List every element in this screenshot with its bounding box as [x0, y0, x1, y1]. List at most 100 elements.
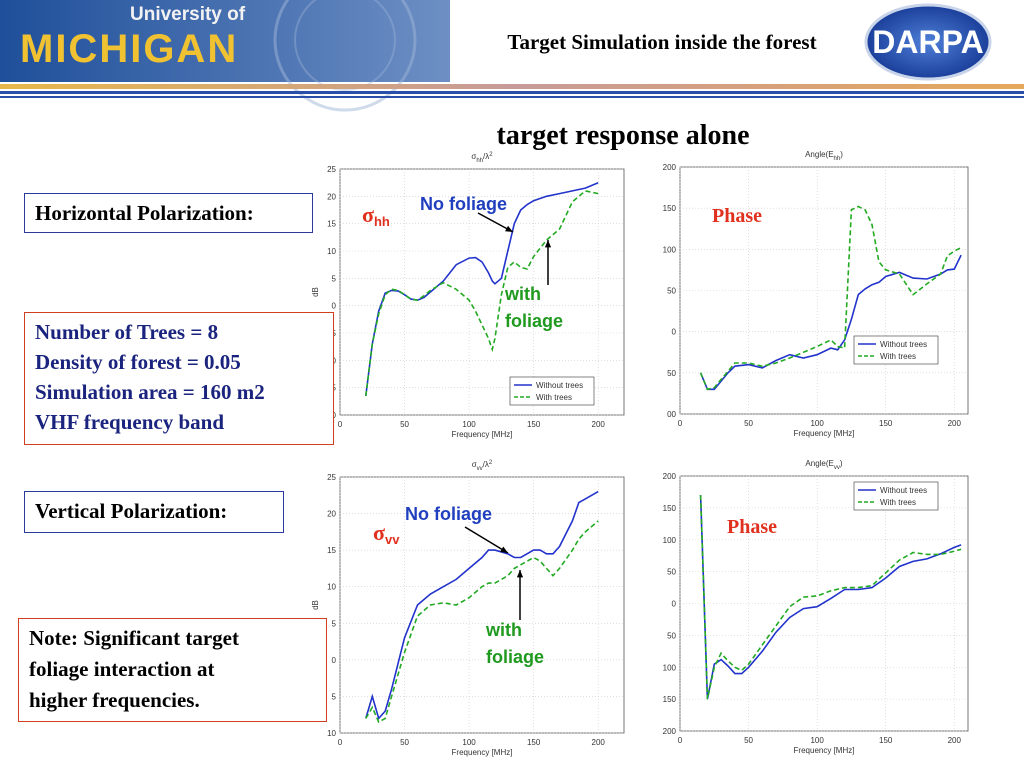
seal-inner — [294, 0, 396, 91]
banner — [0, 0, 450, 82]
title-part: Angle(E — [805, 150, 833, 159]
stripe — [0, 91, 1024, 94]
title-part: 2 — [489, 460, 493, 466]
arrow-head — [516, 570, 524, 578]
title-part: σ — [471, 152, 476, 161]
annotation: foliage — [486, 647, 544, 667]
vertical-label: Vertical Polarization: — [24, 491, 284, 533]
x-tick-label: 100 — [462, 420, 476, 429]
x-tick-label: 200 — [948, 419, 962, 428]
legend-label: With trees — [880, 352, 916, 361]
chart-title: Angle(Evv) — [805, 459, 842, 471]
note-line: higher frequencies. — [29, 688, 200, 712]
x-axis-label: Frequency [MHz] — [794, 746, 855, 755]
x-tick-label: 0 — [338, 420, 343, 429]
title-part: ) — [840, 150, 843, 159]
series-line — [365, 181, 599, 396]
legend-box — [853, 335, 939, 365]
y-tick-label: 0 — [332, 656, 337, 665]
symbol: σ — [373, 520, 385, 545]
horizontal-label: Horizontal Polarization: — [24, 193, 313, 233]
heading: target response alone — [497, 120, 750, 151]
title-part: vv — [834, 465, 840, 471]
arrow-head — [500, 546, 508, 553]
y-tick-label: 100 — [663, 536, 677, 545]
y-tick-label: 10 — [327, 247, 336, 256]
y-tick-label: 150 — [663, 695, 677, 704]
title-part: ) — [840, 459, 843, 468]
note-line: Note: Significant target — [29, 626, 239, 650]
series-line — [365, 520, 599, 724]
legend-box — [853, 481, 939, 511]
legend-box — [509, 376, 595, 406]
x-tick-label: 150 — [879, 419, 893, 428]
y-tick-label: 100 — [663, 245, 677, 254]
y-axis-label: dB — [311, 287, 320, 297]
x-tick-label: 150 — [527, 420, 541, 429]
series-line — [699, 205, 962, 391]
x-tick-label: 200 — [948, 736, 962, 745]
y-tick-label: 150 — [663, 504, 677, 513]
x-tick-label: 200 — [592, 738, 606, 747]
y-tick-label: 15 — [327, 546, 336, 555]
param: Density of forest = 0.05 — [35, 350, 241, 374]
annotation: Phase — [727, 516, 777, 538]
symbol: σ — [362, 202, 374, 227]
param: Number of Trees = 8 — [35, 320, 219, 344]
chart-title: σvv/λ2 — [472, 460, 493, 472]
y-tick-label: 5 — [332, 274, 337, 283]
x-axis-label: Frequency [MHz] — [452, 748, 513, 757]
university-small: University of — [130, 4, 246, 25]
x-tick-label: 50 — [400, 738, 409, 747]
x-tick-label: 0 — [338, 738, 343, 747]
x-tick-label: 200 — [592, 420, 606, 429]
params-box: Number of Trees = 8 Density of forest = … — [24, 312, 334, 445]
legend-label: Without trees — [536, 381, 583, 390]
y-axis-label: dB — [311, 600, 320, 610]
note-box: Note: Significant target foliage interac… — [18, 618, 327, 722]
note-line: foliage interaction at — [29, 657, 215, 681]
y-tick-label: 0 — [672, 328, 677, 337]
y-tick-label: 5 — [332, 619, 337, 628]
y-tick-label: 25 — [327, 473, 336, 482]
symbol-sub: hh — [374, 214, 390, 229]
arrow — [464, 526, 509, 554]
annotation: Phase — [712, 205, 762, 227]
title-part: σ — [472, 460, 477, 469]
y-tick-label: 5 — [332, 329, 337, 338]
annotation: with — [485, 620, 522, 640]
arrow-head — [505, 225, 513, 232]
y-tick-label: 00 — [667, 410, 676, 419]
title-part: Angle(E — [805, 459, 833, 468]
y-tick-label: 5 — [332, 692, 337, 701]
series-line — [699, 495, 962, 700]
y-tick-label: 20 — [327, 192, 336, 201]
y-tick-label: 50 — [667, 568, 676, 577]
darpa-text: DARPA — [872, 24, 983, 60]
plot-area — [339, 476, 625, 734]
y-tick-label: 25 — [327, 165, 336, 174]
y-tick-label: 50 — [667, 631, 676, 640]
x-axis-label: Frequency [MHz] — [452, 430, 513, 439]
y-tick-label: 150 — [663, 204, 677, 213]
annotation: foliage — [505, 311, 563, 331]
x-tick-label: 100 — [462, 738, 476, 747]
symbol-sub: vv — [385, 532, 400, 547]
darpa-logo — [864, 3, 992, 81]
param: Simulation area = 160 m2 — [35, 380, 265, 404]
y-tick-label: 100 — [663, 663, 677, 672]
title-part: hh — [834, 156, 841, 162]
y-tick-label: 10 — [327, 729, 336, 738]
param: VHF frequency band — [35, 410, 225, 434]
x-tick-label: 100 — [810, 736, 824, 745]
y-tick-label: 15 — [327, 220, 336, 229]
title-part: /λ — [483, 460, 489, 469]
x-tick-label: 0 — [678, 419, 683, 428]
x-axis-label: Frequency [MHz] — [794, 429, 855, 438]
stripe — [0, 84, 1024, 89]
annotation: with — [504, 284, 541, 304]
x-tick-label: 150 — [527, 738, 541, 747]
symbol-label: σhh — [362, 202, 390, 229]
